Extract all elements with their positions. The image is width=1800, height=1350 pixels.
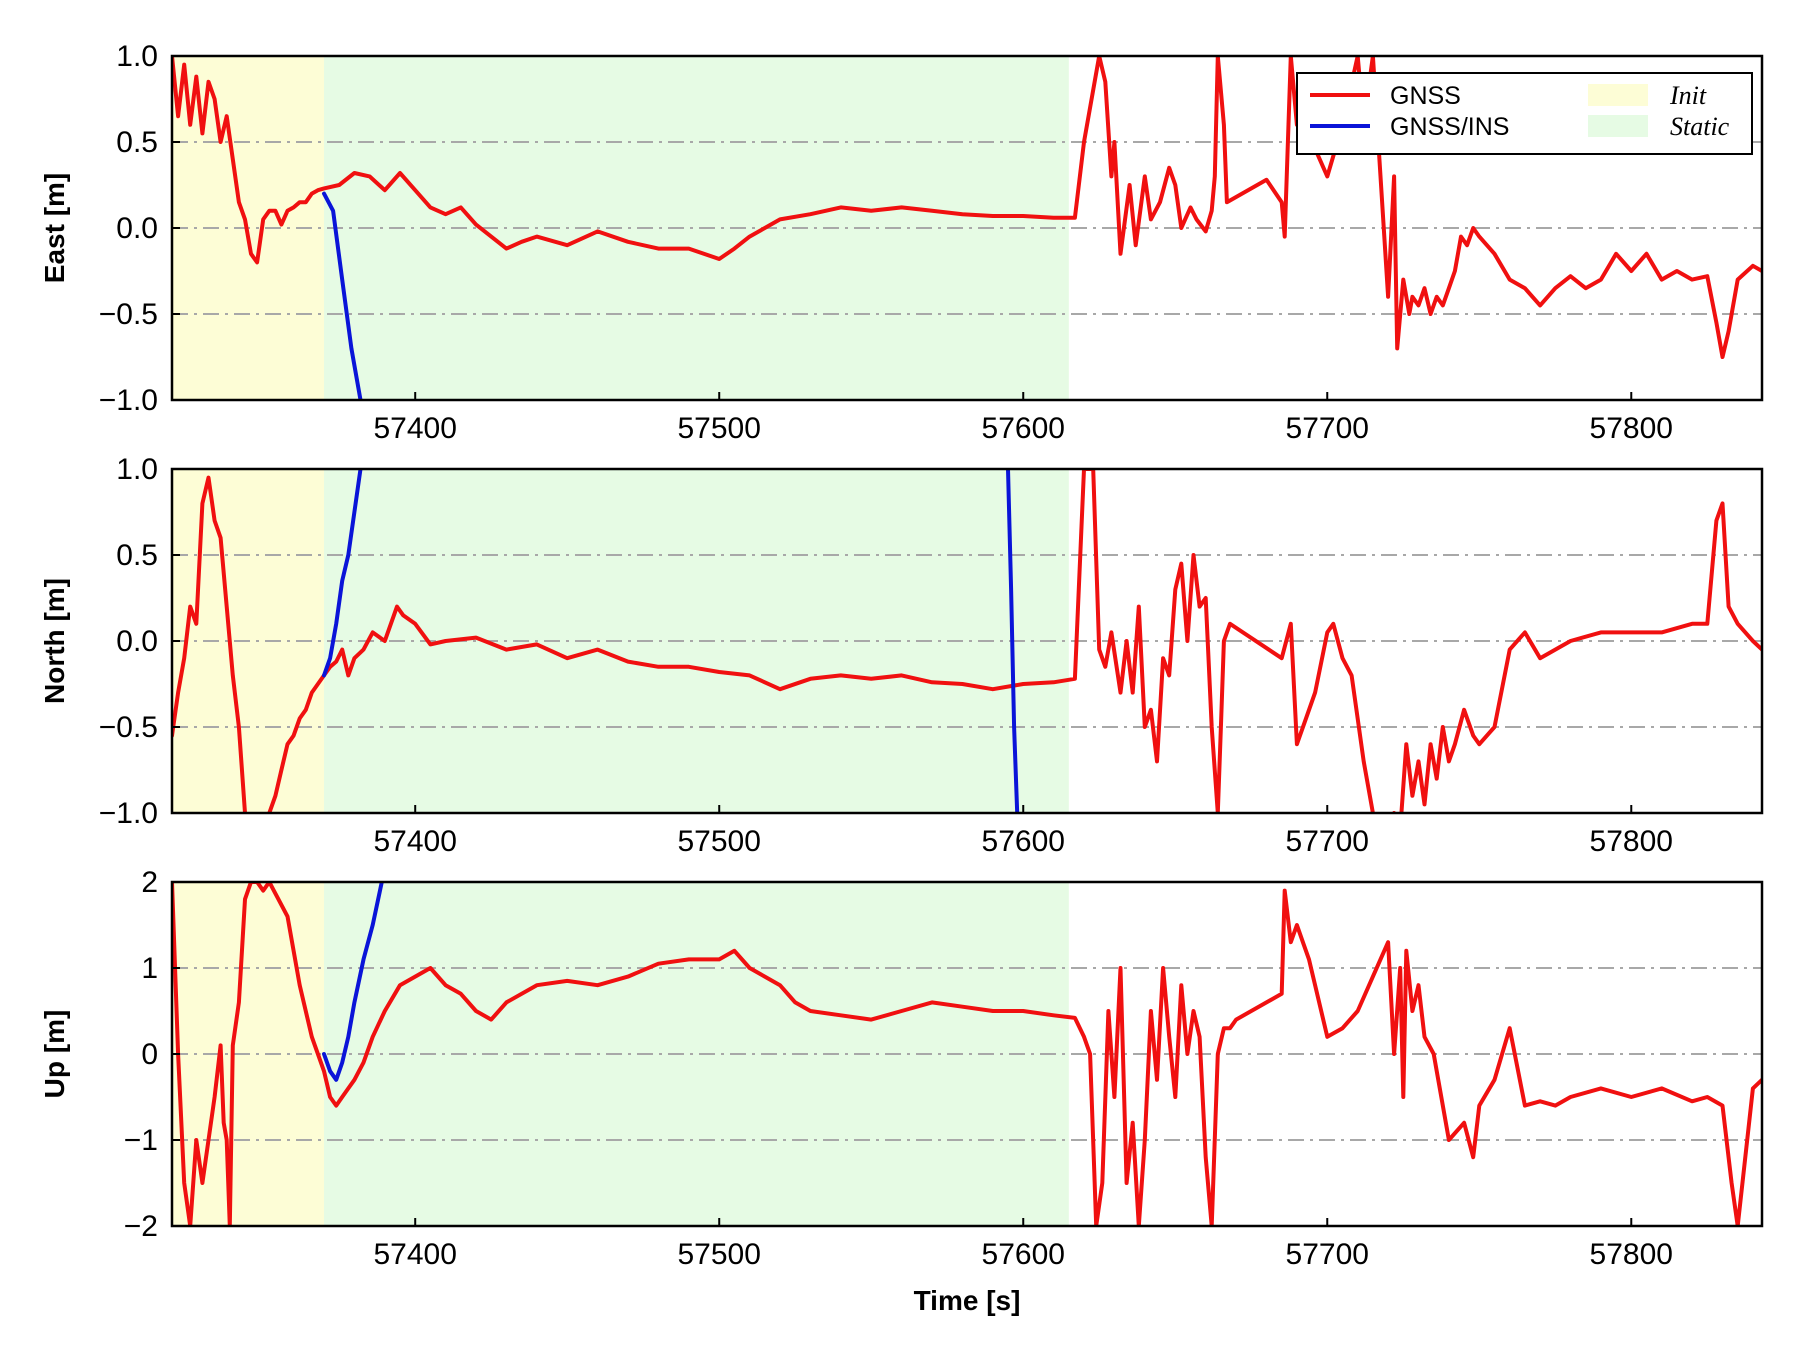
- panel-1-series-gnss-ins: [322, 191, 363, 400]
- panel-2-xtick-label: 57600: [982, 825, 1065, 858]
- panel-1-series-group: [172, 56, 1762, 400]
- panel-3-ytick-label: 2: [141, 866, 158, 899]
- panel-2-ytick-label: 1.0: [116, 453, 158, 486]
- panel-1-xtick-label: 57700: [1286, 412, 1369, 445]
- legend-swatch-init: [1588, 84, 1648, 106]
- series-lines: [172, 56, 1762, 1226]
- shaded-regions: [172, 56, 1069, 1226]
- panel-1-ylabel: East [m]: [39, 173, 70, 283]
- legend-swatch-static: [1588, 115, 1648, 137]
- panel-3-series-group: [172, 882, 1762, 1226]
- legend-label-init: Init: [1669, 81, 1707, 110]
- panel-2-series-gnss: [172, 469, 1762, 813]
- panel-2-ytick-label: −0.5: [99, 711, 158, 744]
- xlabel: Time [s]: [914, 1285, 1021, 1316]
- panel-2-ylabel: North [m]: [39, 578, 70, 704]
- panel-1-xtick-label: 57500: [678, 412, 761, 445]
- panel-2-xtick-label: 57400: [373, 825, 456, 858]
- axis-labels: East [m] North [m] Up [m] Time [s]: [39, 173, 1020, 1316]
- panel-2-ytick-label: 0.0: [116, 625, 158, 658]
- panel-1-ytick-label: 1.0: [116, 40, 158, 73]
- panel-2-series-gnss-ins: [322, 469, 363, 678]
- panel-3-ytick-label: 1: [141, 952, 158, 985]
- panel-3-ytick-label: −1: [124, 1124, 158, 1157]
- panel-1-ytick-label: −1.0: [99, 384, 158, 417]
- panel-1-ytick-label: 0.5: [116, 126, 158, 159]
- panel-2-ytick-label: −1.0: [99, 797, 158, 830]
- panel-3-region-static: [324, 882, 1069, 1226]
- panel-1-ytick-label: −0.5: [99, 298, 158, 331]
- panel-3-series-gnss: [172, 882, 1762, 1226]
- panel-1-ytick-label: 0.0: [116, 212, 158, 245]
- panel-2-xtick-label: 57500: [678, 825, 761, 858]
- panel-3-ylabel: Up [m]: [39, 1010, 70, 1099]
- panel-3-ytick-label: −2: [124, 1210, 158, 1243]
- panel-3-xtick-label: 57700: [1286, 1238, 1369, 1271]
- panel-1-xtick-label: 57400: [373, 412, 456, 445]
- panel-3-series-gnss-ins: [322, 882, 384, 1082]
- panel-2-series-group: [172, 469, 1762, 813]
- tick-labels: 1.0 0.5 0.0 −0.5 −1.0 57400 57500 57600 57700 578…: [99, 40, 1673, 1271]
- legend-label-gnss: GNSS: [1390, 82, 1461, 110]
- panel-3-xtick-label: 57500: [678, 1238, 761, 1271]
- panel-3-xtick-label: 57600: [982, 1238, 1065, 1271]
- legend-label-gnss-ins: GNSS/INS: [1390, 113, 1509, 141]
- legend-label-static: Static: [1670, 112, 1730, 141]
- panel-2-xtick-label: 57800: [1590, 825, 1673, 858]
- panel-1-region-static: [324, 56, 1069, 400]
- panel-1-xtick-label: 57600: [982, 412, 1065, 445]
- legend-box: [1296, 72, 1753, 155]
- axes: [170, 54, 1764, 1228]
- panel-3-xtick-label: 57800: [1590, 1238, 1673, 1271]
- legend: GNSS GNSS/INS Init Static: [1296, 72, 1753, 155]
- panel-2-ytick-label: 0.5: [116, 539, 158, 572]
- panel-1-xtick-label: 57800: [1590, 412, 1673, 445]
- panel-1-series-gnss: [172, 56, 1762, 359]
- panel-3-ytick-label: 0: [141, 1038, 158, 1071]
- panel-3-xtick-label: 57400: [373, 1238, 456, 1271]
- panel-2-xtick-label: 57700: [1286, 825, 1369, 858]
- panel-2-series-gnss-ins: [1006, 469, 1020, 813]
